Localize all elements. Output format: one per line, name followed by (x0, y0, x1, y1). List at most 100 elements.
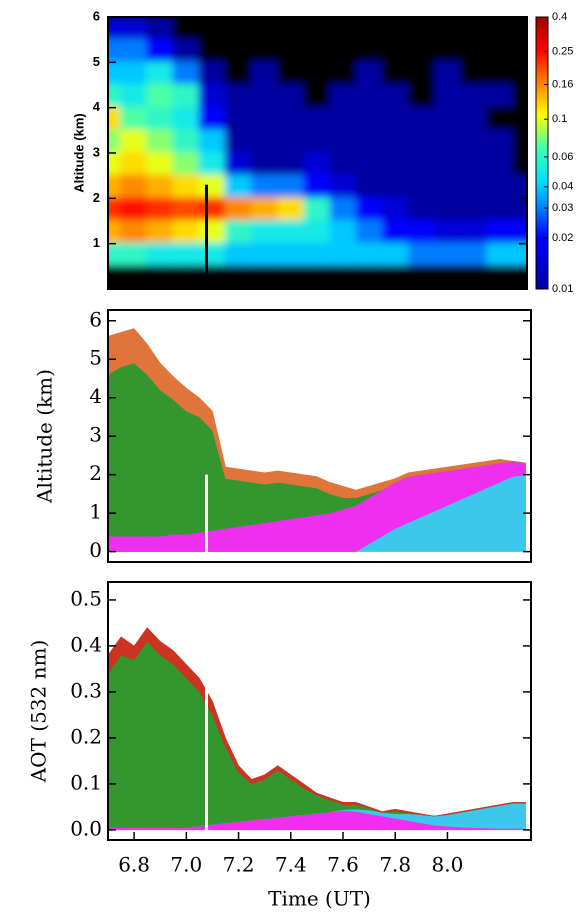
heat-cell (512, 17, 527, 41)
colorbar-step (536, 104, 548, 108)
heat-cell (329, 242, 358, 268)
heat-cell (120, 17, 149, 41)
colorbar-tick-label: 0.02 (552, 232, 573, 244)
heat-cell (460, 242, 489, 268)
heat-cell (146, 242, 175, 268)
y-axis-label: Altitude (km) (71, 113, 86, 192)
heat-cell (460, 38, 489, 64)
colorbar-step (536, 210, 548, 214)
heat-cell (434, 106, 463, 132)
colorbar-step (536, 57, 548, 62)
heat-cell (198, 152, 227, 177)
heat-cell (381, 61, 411, 86)
heat-cell (486, 84, 515, 109)
heat-cell (381, 265, 411, 289)
colorbar-step (536, 120, 548, 124)
colorbar-step (536, 229, 548, 233)
colorbar-tick-label: 0.01 (552, 283, 573, 295)
heat-cell (120, 152, 149, 177)
heat-cell (251, 152, 280, 177)
x-tick-label: 6.8 (118, 853, 150, 877)
colorbar-step (536, 283, 548, 287)
heat-cell (303, 220, 332, 245)
colorbar-step (536, 112, 548, 116)
heat-cell (486, 265, 515, 289)
colorbar-step (536, 180, 548, 184)
heat-cell (381, 242, 411, 268)
colorbar-step (536, 128, 548, 132)
y-tick-label: 0.0 (70, 816, 102, 840)
colorbar-step (536, 256, 548, 260)
colorbar-step (536, 172, 548, 176)
heat-cell (146, 84, 175, 109)
heat-cell (224, 106, 254, 132)
heat-cell (108, 220, 123, 245)
heat-cell (303, 152, 332, 177)
colorbar-tick-label: 0.06 (552, 151, 573, 163)
heat-cell (146, 17, 175, 41)
x-tick-label: 7.2 (223, 853, 255, 877)
heat-cell (355, 152, 384, 177)
y-tick-label: 1 (89, 500, 102, 524)
heat-cell (303, 265, 332, 289)
heat-cell (146, 152, 175, 177)
heat-cell (120, 265, 149, 289)
heat-cell (251, 220, 280, 245)
colorbar-step (536, 193, 548, 198)
colorbar-step (536, 237, 548, 241)
colorbar-step (536, 33, 548, 37)
colorbar-step (536, 242, 548, 246)
heat-cell (355, 106, 384, 132)
colorbar-step (536, 87, 548, 91)
heat-cell (172, 152, 201, 177)
heat-cell (434, 17, 463, 41)
heat-cell (329, 84, 358, 109)
heat-cell (355, 84, 384, 109)
colorbar-step (536, 95, 548, 100)
plot-area (108, 328, 527, 552)
colorbar-step (536, 267, 548, 271)
heat-cell (277, 38, 306, 64)
heat-cell (408, 265, 437, 289)
colorbar-tick-label: 0.04 (552, 181, 573, 193)
heat-cell (108, 152, 123, 177)
heat-cell (381, 38, 411, 64)
colorbar-tick-label: 0.03 (552, 202, 573, 214)
heat-cell (486, 174, 515, 200)
heat-cell (381, 197, 411, 222)
colorbar-step (536, 272, 548, 276)
heat-cell (277, 106, 306, 132)
heat-cell (303, 84, 332, 109)
colorbar-step (536, 17, 548, 21)
heat-cell (108, 106, 123, 132)
heat-cell (329, 220, 358, 245)
heat-cell (355, 265, 384, 289)
cells (108, 17, 527, 289)
colorbar-tick-label: 0.4 (552, 11, 567, 23)
colorbar-step (536, 248, 548, 252)
colorbar-step (536, 46, 548, 51)
heat-cell (512, 197, 527, 222)
y-tick-label: 6 (89, 307, 102, 331)
colorbar-step (536, 106, 548, 110)
colorbar-step (536, 27, 548, 32)
y-tick-label: 2 (89, 461, 102, 485)
heat-cell (251, 174, 280, 200)
colorbar-step (536, 201, 548, 206)
heat-cell (408, 106, 437, 132)
heat-cell (198, 17, 227, 41)
heat-cell (108, 265, 123, 289)
heat-cell (224, 265, 254, 289)
heat-cell (486, 17, 515, 41)
heat-cell (329, 197, 358, 222)
x-tick-label: 7.0 (170, 853, 202, 877)
heat-cell (434, 152, 463, 177)
gap-line (205, 668, 208, 830)
plot-area (108, 627, 527, 831)
heat-cell (172, 17, 201, 41)
heat-cell (303, 197, 332, 222)
area-layer (108, 328, 526, 498)
heat-cell (198, 84, 227, 109)
heat-cell (108, 61, 123, 86)
heat-cell (172, 174, 201, 200)
